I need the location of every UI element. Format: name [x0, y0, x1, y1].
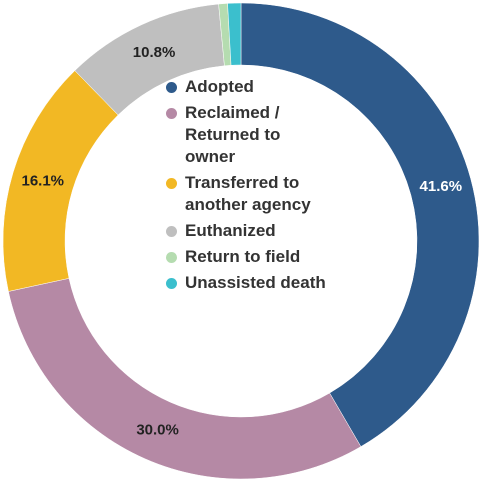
legend-item: Return to field	[166, 246, 356, 268]
legend-label: Adopted	[185, 77, 254, 96]
legend-item: Adopted	[166, 76, 356, 98]
legend-item: Reclaimed / Returned to owner	[166, 102, 356, 168]
legend-swatch	[166, 226, 177, 237]
legend-item: Unassisted death	[166, 272, 356, 294]
legend-swatch	[166, 278, 177, 289]
legend-swatch	[166, 178, 177, 189]
legend-item: Euthanized	[166, 220, 356, 242]
data-label: 30.0%	[136, 421, 179, 438]
legend: Adopted Reclaimed / Returned to owner Tran…	[166, 76, 356, 298]
legend-item: Transferred to another agency	[166, 172, 356, 216]
slice	[240, 2, 480, 447]
legend-label: Transferred to another agency	[185, 173, 311, 214]
slice	[227, 2, 242, 66]
data-label: 41.6%	[420, 178, 463, 195]
legend-label: Reclaimed / Returned to owner	[185, 103, 281, 166]
legend-swatch	[166, 252, 177, 263]
legend-swatch	[166, 108, 177, 119]
slice	[8, 278, 362, 480]
legend-swatch	[166, 82, 177, 93]
data-label: 10.8%	[133, 44, 176, 61]
legend-label: Unassisted death	[185, 273, 326, 292]
legend-label: Euthanized	[185, 221, 276, 240]
legend-label: Return to field	[185, 247, 301, 266]
data-label: 16.1%	[21, 172, 64, 189]
